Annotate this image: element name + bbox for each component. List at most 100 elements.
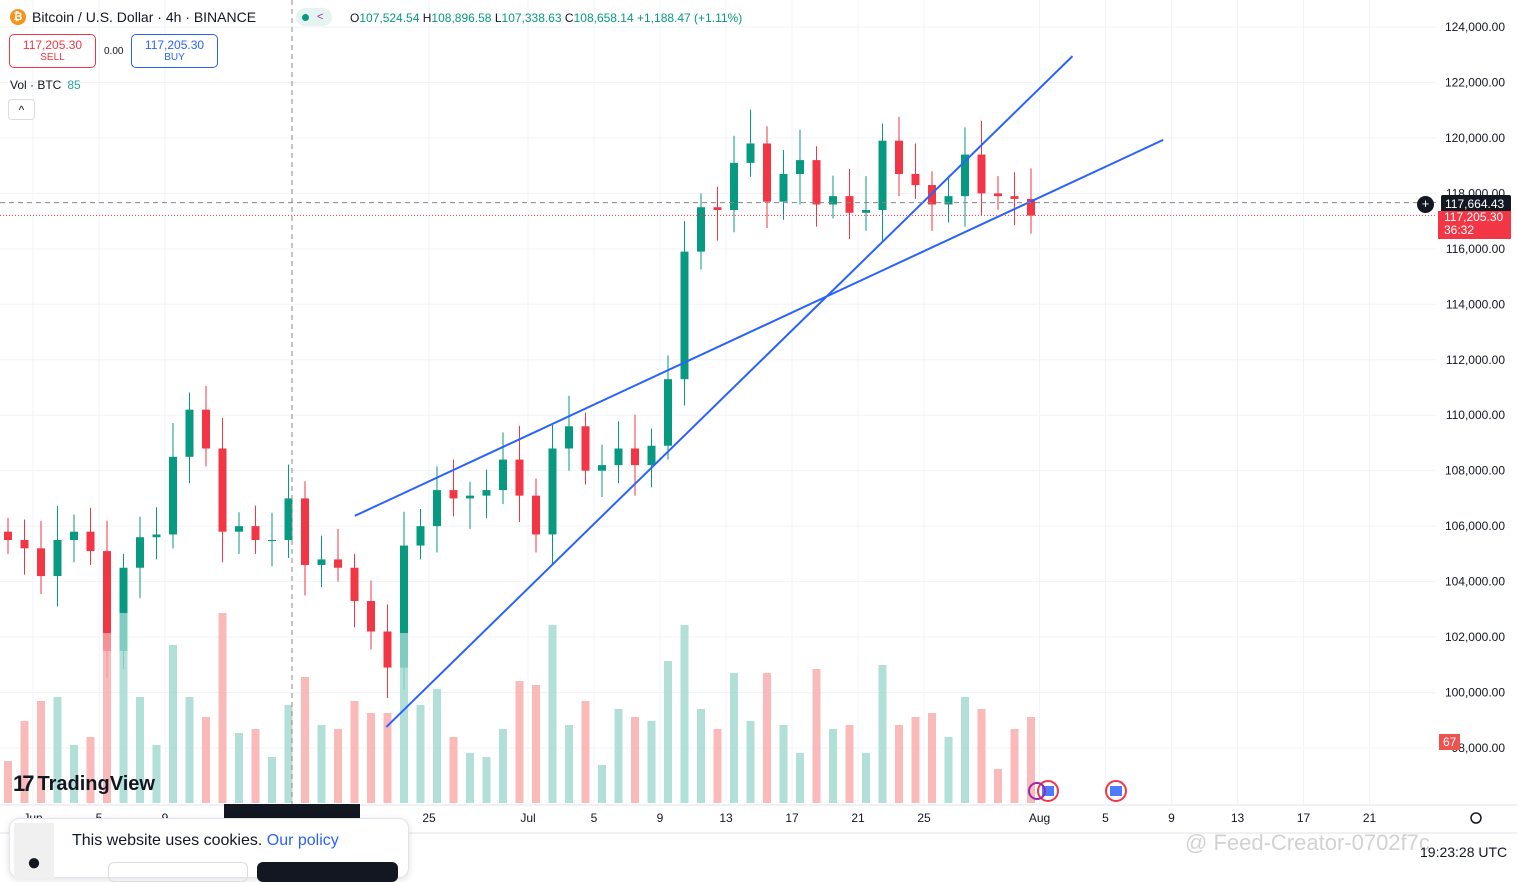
time-tick-label: 13 [719,811,733,825]
volume-bar [334,729,342,803]
symbol-legend[interactable]: ₿ Bitcoin / U.S. Dollar · 4h · BINANCE [10,9,256,25]
time-tick-label: 21 [1363,811,1377,825]
volume-bar [631,717,639,803]
market-status-pill[interactable]: < [296,8,332,26]
volume-bar [482,757,491,803]
tv-logo-icon: 17 [13,771,35,796]
volume-bar [152,745,161,803]
price-tick-label: 122,000.00 [1445,75,1505,89]
trendline [385,55,1074,728]
candle-body [53,540,62,577]
accept-cookies-button[interactable] [257,862,398,882]
time-tick-label: 25 [917,811,931,825]
price-tick-label: 100,000.00 [1445,686,1505,700]
volume-bar [730,673,738,803]
time-tick-label: Aug [1029,811,1050,825]
candle-body [614,448,623,466]
candle-body [779,173,788,202]
price-axis [1436,0,1517,870]
volume-bar [697,709,705,803]
volume-bar [598,765,606,803]
candle-body [1027,198,1035,216]
candle-body [86,531,95,552]
candle-body [911,173,920,186]
candle-body [812,160,821,205]
volume-bar [779,725,788,803]
policy-link[interactable]: Our policy [266,832,339,849]
volume-bar [466,753,474,803]
time-tick-label: 5 [591,811,598,825]
add-alert-plus-icon[interactable]: + [1417,196,1434,213]
candle-body [796,160,804,174]
spread-value: 0.00 [104,46,124,57]
volume-bar [647,721,656,803]
manage-cookies-button[interactable] [108,862,248,882]
volume-bar [218,613,227,803]
volume-bar [565,725,573,803]
candle-body [680,251,689,380]
time-tick-label: 9 [1168,811,1175,825]
current-price-label: 117,205.30 36:32 [1438,211,1511,239]
volume-bar [70,745,78,803]
candle-body [367,601,375,632]
time-tick-label: 25 [422,811,436,825]
price-tick-label: 98,000.00 [1452,741,1506,755]
buy-button[interactable]: 117,205.30 BUY [131,34,218,68]
candle-body [730,162,738,211]
volume-bar [1027,717,1035,803]
candle-body [169,456,177,535]
trendline [354,138,1164,517]
volume-bar [763,673,771,803]
volume-bar [433,689,441,803]
candle-body [581,426,590,471]
volume-bar [928,713,936,803]
utc-clock[interactable]: 19:23:28 UTC [1420,844,1508,860]
candle-body [251,526,260,541]
volume-bar [103,633,111,803]
candle-body [4,531,12,541]
candle-body [350,567,359,602]
candle-body [631,448,639,466]
volume-bar [185,697,194,803]
candle-body [664,379,672,446]
time-tick-label: 13 [1231,811,1245,825]
sell-button[interactable]: 117,205.30 SELL [9,34,96,68]
watermark: @ Feed-Creator-0702f7c [1185,830,1430,855]
candle-body [598,465,606,471]
bitcoin-icon: ₿ [10,9,26,25]
volume-bar [845,725,854,803]
volume-bar [317,725,326,803]
candle-body [70,531,78,541]
volume-bar [911,717,920,803]
candle-body [37,548,45,577]
tradingview-logo[interactable]: 17 TradingView [13,771,155,796]
volume-bar [796,753,804,803]
candle-body [317,559,326,565]
price-tick-label: 110,000.00 [1446,408,1505,422]
candle-body [994,193,1002,197]
crosshair-price-label: 117,664.43 [1441,195,1511,212]
candle-body [548,448,557,535]
volume-bar [268,757,276,803]
us-flag-event-icon [1110,786,1122,796]
candle-body [185,409,194,457]
volume-bar [895,725,903,803]
lightning-event-icon [1028,782,1046,800]
volume-bar [614,709,623,803]
cookie-text: This website uses cookies. Our policy [72,832,339,849]
collapse-legend-button[interactable]: ^ [8,99,35,120]
candle-body [499,459,507,491]
volume-bar [1010,729,1019,803]
volume-bar [400,633,408,803]
candle-body [1010,196,1019,199]
volume-bar [86,737,95,803]
price-tick-label: 120,000.00 [1445,131,1505,145]
price-tick-label: 112,000.00 [1446,353,1505,367]
candle-body [878,140,887,211]
candle-body [862,210,870,213]
candle-body [152,534,161,538]
candle-body [103,551,111,651]
time-tick-label: 17 [1297,811,1311,825]
candle-body [416,526,425,546]
